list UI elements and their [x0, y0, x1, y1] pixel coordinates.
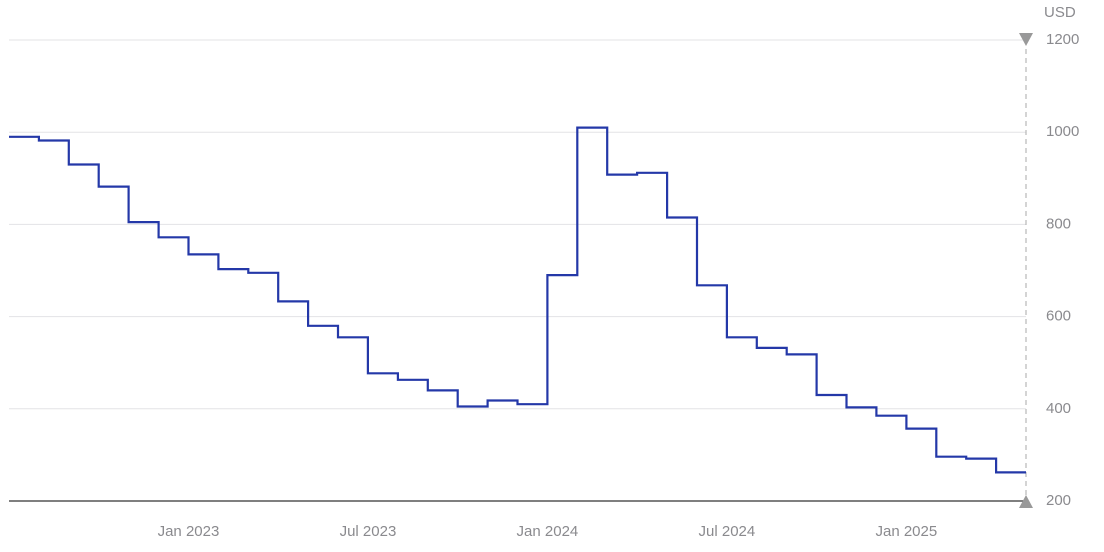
x-tick-label: Jan 2023 — [158, 523, 220, 540]
y-tick-label: 400 — [1046, 400, 1071, 417]
price-line — [9, 126, 1026, 474]
x-tick-label: Jul 2024 — [699, 523, 756, 540]
y-unit: USD — [1044, 4, 1076, 21]
x-tick-label: Jul 2023 — [340, 523, 397, 540]
x-tick-label: Jan 2024 — [517, 523, 579, 540]
y-tick-label: 600 — [1046, 308, 1071, 325]
y-tick-label: 1200 — [1046, 31, 1079, 48]
marker-bottom — [1019, 495, 1033, 508]
marker-top — [1019, 33, 1033, 46]
y-tick-label: 200 — [1046, 492, 1071, 509]
y-tick-label: 1000 — [1046, 123, 1079, 140]
y-tick-label: 800 — [1046, 215, 1071, 232]
x-tick-label: Jan 2025 — [875, 523, 937, 540]
